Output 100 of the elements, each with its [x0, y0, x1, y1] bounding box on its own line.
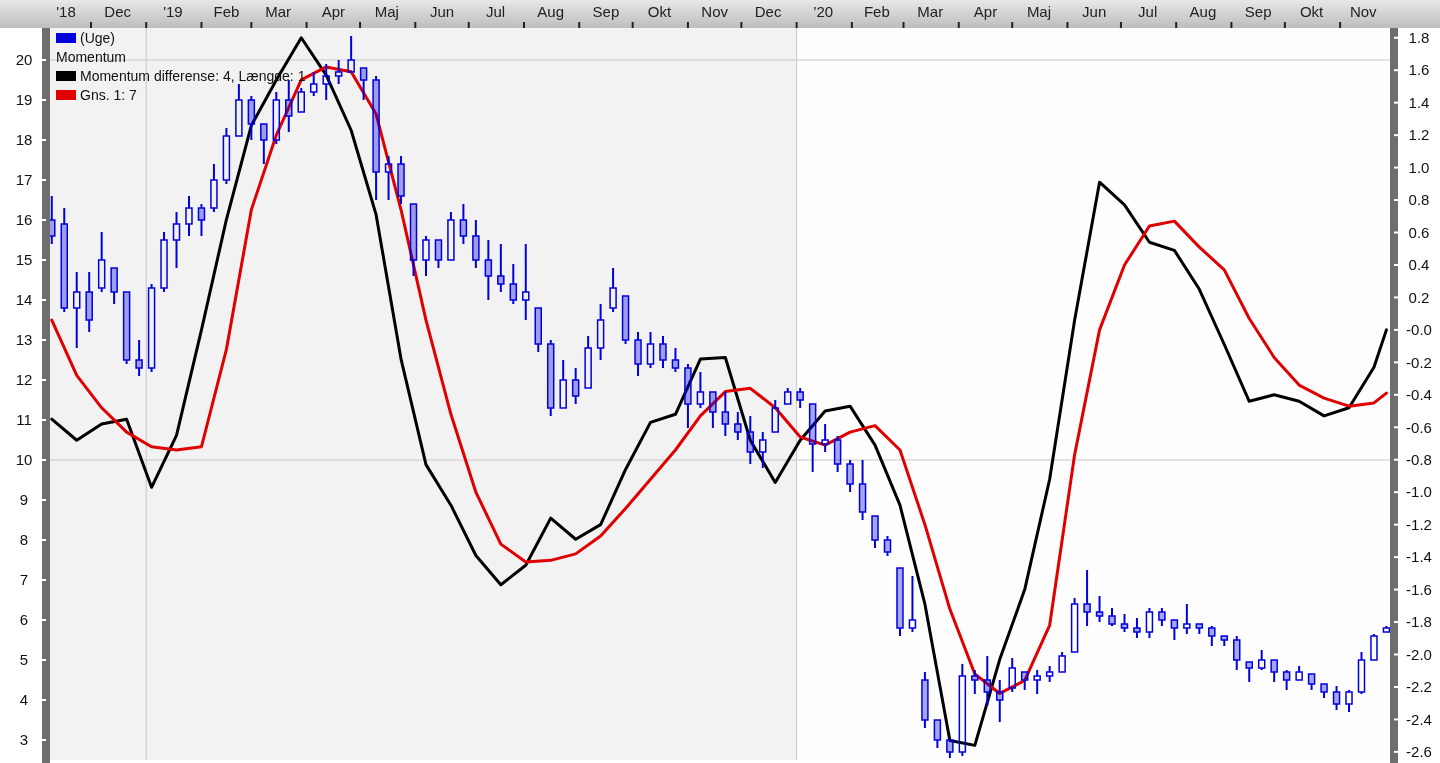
y-tick-label: 15 [15, 251, 33, 269]
y2-tick-label: 0.2 [1408, 288, 1430, 306]
candlestick [459, 203, 468, 245]
y-tick-label: 4 [19, 691, 29, 709]
y2-tick-label: -1.4 [1406, 548, 1432, 566]
x-tick-label: '19 [163, 3, 183, 20]
candlestick [1282, 669, 1291, 691]
candlestick [322, 63, 330, 101]
candlestick [397, 155, 405, 205]
candlestick [546, 339, 555, 417]
candlestick [522, 243, 530, 321]
y-tick-label: 13 [15, 331, 33, 349]
candlestick [472, 219, 480, 269]
y2-tick-label: -1.0 [1406, 483, 1432, 501]
y2-tick-label: 1.8 [1408, 28, 1430, 46]
y2-tick-label: -2.4 [1406, 710, 1432, 728]
x-tick-label: Maj [1026, 3, 1052, 20]
y2-tick-label: -0.8 [1406, 450, 1432, 468]
y-tick-label: 3 [19, 731, 29, 749]
y2-tick-label: 0.8 [1408, 191, 1430, 209]
candlestick [684, 363, 692, 429]
y2-tick-label: 1.6 [1408, 61, 1430, 79]
x-tick-label: Nov [1349, 3, 1378, 20]
legend-label: Gns. 1: 7 [80, 86, 138, 103]
candlestick [883, 535, 892, 557]
candlestick [135, 339, 143, 377]
legend-label: (Uge) [80, 29, 116, 46]
y-tick-label: 8 [19, 531, 29, 549]
y2-tick-label: 1.0 [1408, 158, 1430, 176]
candlestick [996, 679, 1004, 723]
x-tick-label: Jul [1138, 3, 1158, 20]
candlestick [983, 655, 992, 707]
x-tick-label: Nov [701, 3, 729, 20]
y2-tick-label: -2.6 [1406, 743, 1432, 761]
candlestick [571, 367, 580, 405]
candlestick [372, 75, 380, 201]
candlestick [247, 95, 256, 141]
y2-tick-label: 0.6 [1408, 223, 1430, 241]
candlestick [172, 211, 181, 269]
y2-tick-label: -0.2 [1406, 353, 1432, 371]
x-tick-label: '20 [813, 3, 834, 20]
candlestick [1108, 607, 1116, 627]
y2-tick-label: 1.2 [1408, 126, 1430, 144]
x-tick-label: Feb [863, 3, 890, 20]
x-tick-label: Sep [592, 3, 620, 20]
candlestick [833, 435, 842, 473]
candlestick [509, 263, 518, 305]
y-tick-label: 18 [15, 131, 33, 149]
y2-tick-label: -2.0 [1406, 645, 1432, 663]
x-tick-label: Feb [213, 3, 240, 20]
y2-tick-label: -1.2 [1406, 515, 1432, 533]
y-tick-label: 16 [15, 211, 33, 229]
y-tick-label: 7 [19, 571, 29, 589]
y-tick-label: 9 [19, 491, 29, 509]
candlestick [746, 415, 755, 465]
candlestick [1332, 685, 1341, 711]
candlestick [1095, 595, 1104, 623]
candlestick [596, 303, 605, 361]
x-tick-label: Apr [321, 3, 345, 20]
y2-tick-label: -0.0 [1406, 321, 1432, 339]
x-tick-label: Okt [1299, 3, 1325, 20]
candlestick [734, 411, 742, 441]
candlestick [484, 239, 493, 301]
candlestick [85, 271, 93, 333]
x-tick-label: Jun [1082, 3, 1107, 20]
y-tick-label: 11 [16, 411, 32, 429]
candlestick [796, 387, 804, 409]
candlestick [497, 243, 505, 293]
y-tick-label: 6 [19, 611, 29, 629]
candlestick [60, 207, 69, 313]
x-tick-label: Dec [104, 3, 132, 20]
y-tick-label: 12 [15, 371, 33, 389]
candlestick [634, 331, 642, 377]
y2-tick-label: 0.4 [1408, 256, 1430, 274]
y-tick-label: 14 [15, 291, 33, 309]
x-tick-label: Aug [537, 3, 565, 20]
candlestick [50, 195, 56, 245]
x-tick-label: Dec [754, 3, 782, 20]
candlestick [197, 203, 206, 237]
y2-tick-label: -0.4 [1406, 386, 1432, 404]
candlestick [671, 347, 680, 373]
candlestick [1233, 635, 1241, 671]
candlestick [721, 391, 730, 437]
candlestick [185, 195, 193, 237]
x-tick-label: '18 [56, 3, 76, 20]
y2-tick-label: -1.6 [1406, 580, 1432, 598]
y-tick-label: 19 [15, 91, 33, 109]
y2-tick-label: -0.6 [1406, 418, 1432, 436]
candlestick [72, 271, 81, 349]
candlestick [1083, 569, 1091, 627]
y2-tick-label: -1.8 [1406, 613, 1432, 631]
candlestick [1120, 613, 1129, 633]
candlestick [846, 459, 854, 493]
x-tick-label: Aug [1189, 3, 1217, 20]
x-tick-label: Mar [265, 3, 292, 20]
candlestick [1158, 607, 1166, 627]
candlestick [659, 335, 667, 369]
y-tick-label: 17 [15, 171, 33, 189]
candlestick [921, 671, 929, 729]
candlestick [1133, 617, 1141, 639]
